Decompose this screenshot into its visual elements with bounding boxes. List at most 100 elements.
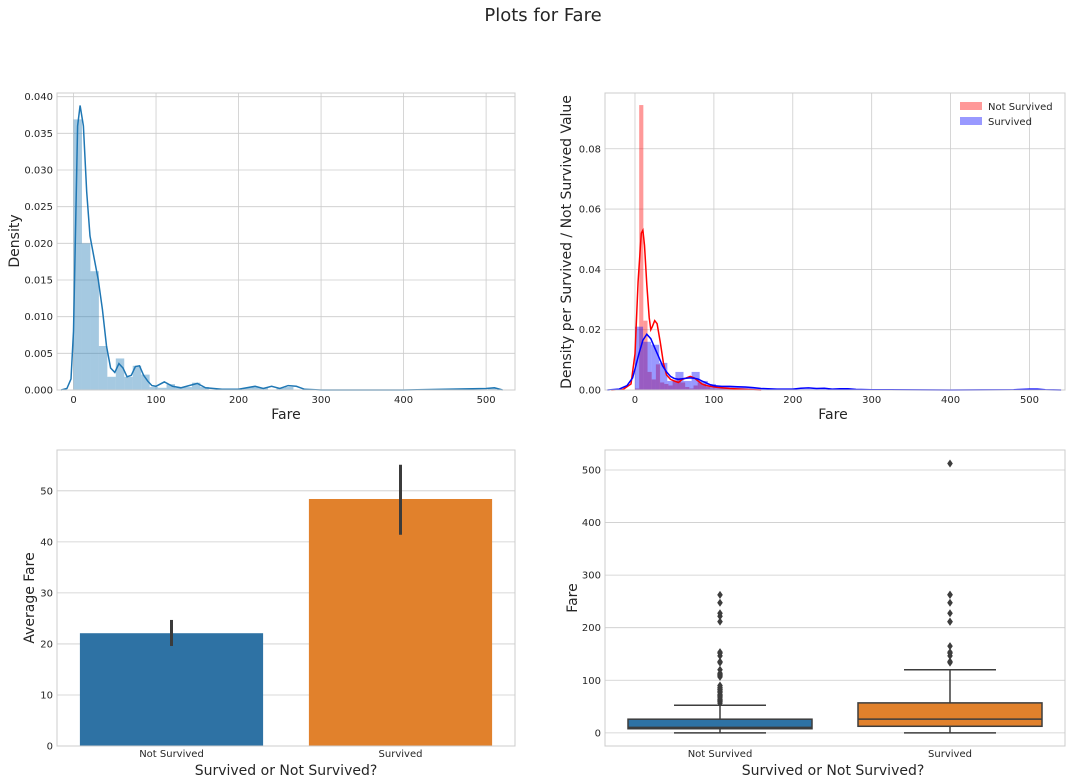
histogram-bar xyxy=(132,365,142,390)
outlier-point xyxy=(947,459,953,468)
histogram-bar xyxy=(90,271,99,390)
outlier-point xyxy=(717,648,723,657)
y-tick-label: 0 xyxy=(595,728,601,739)
legend-swatch xyxy=(960,117,982,125)
not-survived-histogram-bar xyxy=(693,385,698,390)
x-tick-label: Survived xyxy=(928,749,972,760)
not-survived-kde-line xyxy=(611,227,762,391)
x-tick-label: 100 xyxy=(146,395,165,406)
y-tick-label: 0.030 xyxy=(24,166,53,177)
bar xyxy=(308,498,493,746)
not-survived-histogram-bar xyxy=(660,382,665,390)
histogram-bar xyxy=(166,384,176,390)
not-survived-histogram-bar xyxy=(726,388,732,390)
y-tick-label: 40 xyxy=(40,537,53,548)
legend-label: Not Survived xyxy=(988,102,1053,113)
outlier-point xyxy=(947,590,953,599)
outlier-point xyxy=(947,642,953,651)
not-survived-histogram-bar xyxy=(643,320,648,390)
y-tick-label: 0 xyxy=(47,742,53,753)
x-tick-label: 400 xyxy=(941,395,960,406)
y-tick-label: 200 xyxy=(582,623,601,634)
histogram-bar xyxy=(149,387,159,390)
fare-box-plot: 0 100 200 300 400 500 Not Survived Survived Sur… xyxy=(565,449,1066,779)
outlier-point xyxy=(947,657,953,666)
x-tick-label: Survived xyxy=(379,749,423,760)
y-tick-label: 0.040 xyxy=(24,92,53,103)
histogram-bar xyxy=(124,376,133,390)
x-tick-label: 0 xyxy=(70,395,76,406)
not-survived-histogram-bar xyxy=(672,380,677,390)
x-axis-label: Fare xyxy=(818,407,847,423)
survived-histogram-bar xyxy=(643,341,652,390)
y-tick-label: 0.025 xyxy=(24,202,53,213)
y-tick-label: 30 xyxy=(40,588,53,599)
x-axis-label: Fare xyxy=(271,407,300,423)
y-axis-label: Fare xyxy=(565,583,581,612)
not-survived-histogram-bar xyxy=(655,364,661,390)
x-tick-label: 100 xyxy=(704,395,723,406)
y-axis-label: Average Fare xyxy=(22,552,38,643)
outlier-point xyxy=(717,590,723,599)
outlier-point xyxy=(717,665,723,674)
y-axis-label: Density per Survived / Not Survived Valu… xyxy=(559,95,575,389)
x-tick-label: Not Survived xyxy=(139,749,204,760)
histogram-bar xyxy=(73,119,82,391)
histogram-bar xyxy=(115,358,125,390)
histogram-bar xyxy=(242,387,252,390)
bar xyxy=(79,633,264,746)
histogram-bar xyxy=(284,387,294,390)
not-survived-histogram-bar xyxy=(647,371,652,390)
not-survived-histogram-bar xyxy=(634,388,640,390)
not-survived-histogram-bar xyxy=(710,388,715,390)
x-tick-label: 400 xyxy=(394,395,413,406)
y-tick-label: 0.08 xyxy=(579,144,601,155)
fare-density-histogram: 0 100 200 300 400 500 0.000 0.005 0.010 0.015 0.02… xyxy=(7,92,516,423)
survived-histogram-bar xyxy=(659,362,668,390)
outlier-point xyxy=(717,598,723,607)
legend: Not Survived Survived xyxy=(960,102,1053,128)
survived-histogram-bar xyxy=(748,387,757,390)
not-survived-histogram-bar xyxy=(714,388,719,390)
average-fare-bar-chart: 0 10 20 30 40 50 Not Survived Survived Survived… xyxy=(22,449,516,779)
outlier-point xyxy=(947,609,953,618)
y-tick-label: 0.020 xyxy=(24,239,53,250)
y-tick-label: 0.00 xyxy=(579,386,601,397)
y-tick-label: 300 xyxy=(582,571,601,582)
y-tick-label: 20 xyxy=(40,639,53,650)
y-tick-label: 0.000 xyxy=(24,386,53,397)
y-tick-label: 100 xyxy=(582,676,601,687)
not-survived-histogram-bar xyxy=(697,382,702,390)
not-survived-histogram-bar xyxy=(722,388,727,390)
histogram-bar xyxy=(251,387,260,390)
histogram-bar xyxy=(107,376,116,390)
x-tick-label: 300 xyxy=(862,395,881,406)
box xyxy=(627,718,813,730)
y-tick-label: 400 xyxy=(582,518,601,529)
histogram-bar xyxy=(81,243,91,390)
not-survived-histogram-bar xyxy=(701,383,707,390)
survived-histogram-bar xyxy=(699,380,708,390)
x-axis-label: Survived or Not Survived? xyxy=(195,763,378,779)
y-tick-label: 0.035 xyxy=(24,129,53,140)
legend-label: Survived xyxy=(988,117,1032,128)
y-tick-label: 500 xyxy=(582,465,601,476)
outlier-point xyxy=(717,617,723,626)
y-axis-label: Density xyxy=(7,214,23,267)
legend-swatch xyxy=(960,102,982,110)
figure-suptitle: Plots for Fare xyxy=(484,5,601,26)
not-survived-histogram-bar xyxy=(718,388,723,390)
not-survived-histogram-bar xyxy=(689,388,694,390)
histogram-bar xyxy=(175,387,184,390)
not-survived-histogram-bar xyxy=(651,379,656,390)
not-survived-histogram-bar xyxy=(680,382,686,390)
survived-histogram-bar xyxy=(691,371,700,390)
survived-kde-line xyxy=(607,332,1062,391)
outlier-point xyxy=(717,657,723,666)
histogram-bar xyxy=(183,387,192,390)
box xyxy=(857,702,1043,728)
x-tick-label: 300 xyxy=(312,395,331,406)
outlier-point xyxy=(947,598,953,607)
x-tick-label: 500 xyxy=(477,395,496,406)
